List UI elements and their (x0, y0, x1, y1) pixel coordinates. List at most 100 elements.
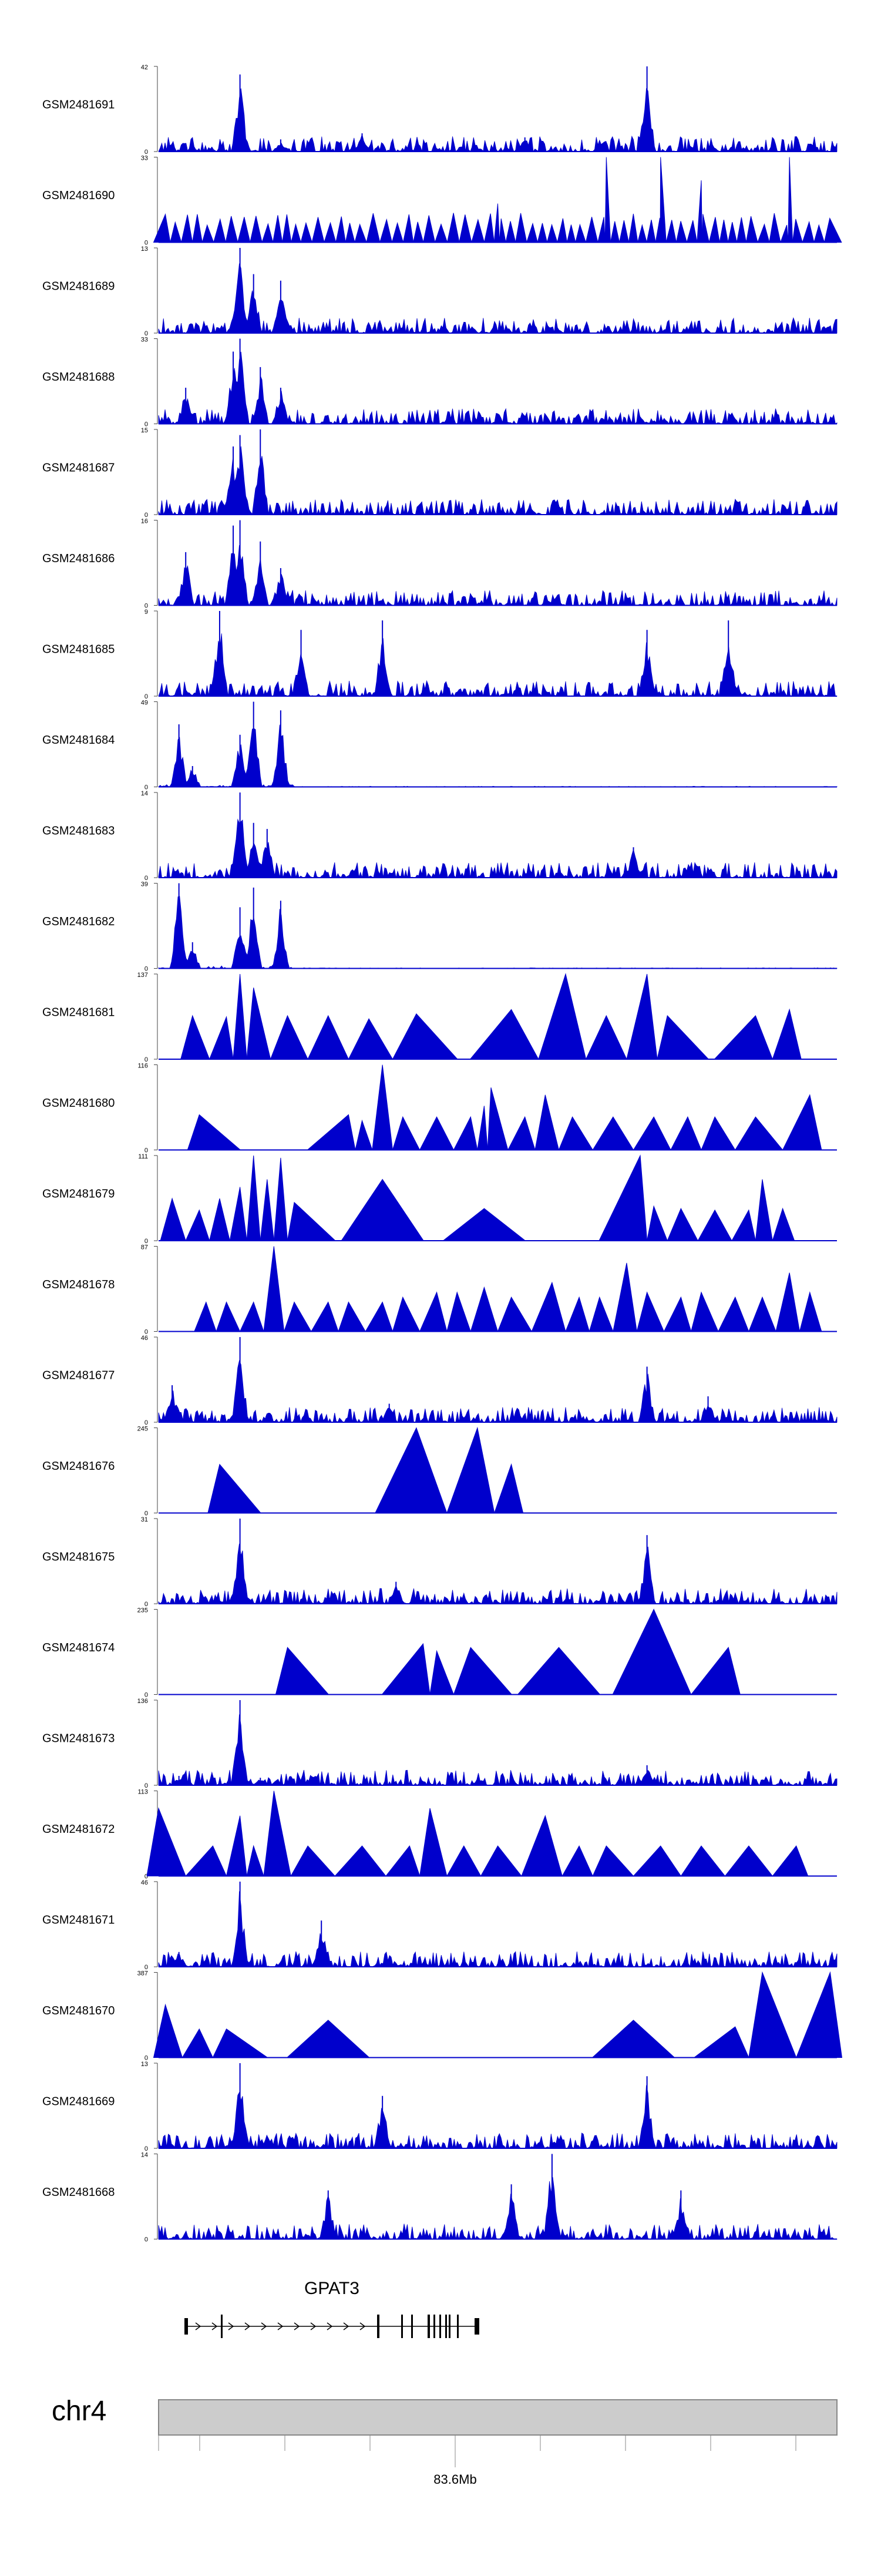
gene-exon-2 (377, 2315, 379, 2338)
y-tick-label-min-gsm2481682: 0 (144, 966, 148, 973)
peak-gsm2481690-48 (655, 217, 661, 243)
peak-gsm2481678-7 (365, 1301, 394, 1332)
peak-gsm2481670-1 (181, 2028, 214, 2058)
peak-gsm2481679-11 (646, 1205, 668, 1241)
track-label-gsm2481681: GSM2481681 (42, 1006, 115, 1019)
peak-gsm2481678-17 (636, 1291, 665, 1332)
gene-exon-0 (184, 2318, 188, 2335)
peak-gsm2481672-16 (724, 1845, 774, 1876)
track-label-gsm2481670: GSM2481670 (42, 2004, 115, 2017)
peak-gsm2481690-16 (335, 216, 346, 243)
track-label-gsm2481678: GSM2481678 (42, 1278, 115, 1291)
y-tick-label-min-gsm2481684: 0 (144, 784, 148, 791)
peak-gsm2481670-4 (591, 2020, 675, 2058)
y-tick-label-min-gsm2481687: 0 (144, 512, 148, 519)
gene-exon-6 (433, 2315, 435, 2338)
signal-gsm2481683 (158, 818, 838, 879)
strand-arrow (277, 2322, 284, 2330)
peak-gsm2481690-30 (493, 203, 500, 243)
peak-gsm2481680-16 (734, 1116, 784, 1150)
peak-gsm2481690-5 (213, 218, 226, 243)
peak-gsm2481670-0 (153, 2003, 183, 2058)
peak-gsm2481690-8 (250, 216, 263, 243)
peak-gsm2481690-46 (637, 224, 647, 243)
track-label-gsm2481675: GSM2481675 (42, 1550, 115, 1563)
peak-gsm2481680-2 (355, 1119, 373, 1150)
y-tick-label-max-gsm2481676: 245 (137, 1426, 148, 1433)
y-tick-label-min-gsm2481671: 0 (144, 1964, 148, 1971)
peak-gsm2481690-0 (153, 213, 171, 243)
track-label-gsm2481673: GSM2481673 (42, 1732, 115, 1745)
y-tick-label-max-gsm2481686: 16 (141, 518, 148, 525)
peak-gsm2481679-16 (772, 1207, 795, 1241)
peak-gsm2481670-2 (212, 2028, 269, 2058)
position-axis-label: 83.6Mb (433, 2472, 476, 2487)
peak-gsm2481681-2 (233, 973, 247, 1060)
peak-gsm2481690-31 (499, 218, 506, 243)
peak-gsm2481690-65 (802, 220, 815, 243)
peak-gsm2481678-12 (497, 1297, 533, 1332)
peak-gsm2481680-11 (558, 1116, 594, 1150)
peak-gsm2481690-27 (459, 214, 472, 243)
y-tick-label-min-gsm2481688: 0 (144, 421, 148, 428)
peak-gsm2481678-1 (216, 1301, 241, 1332)
track-label-gsm2481682: GSM2481682 (42, 915, 115, 928)
peak-gsm2481678-10 (446, 1291, 472, 1332)
peak-gsm2481690-36 (546, 223, 558, 243)
peak-gsm2481679-14 (731, 1209, 756, 1241)
peak-gsm2481678-5 (311, 1301, 339, 1332)
peak-gsm2481672-12 (561, 1845, 593, 1876)
peak-gsm2481690-34 (526, 222, 538, 243)
peak-gsm2481690-9 (261, 223, 274, 243)
y-tick-label-min-gsm2481674: 0 (144, 1692, 148, 1699)
peak-gsm2481690-24 (423, 215, 436, 243)
y-tick-label-max-gsm2481688: 33 (141, 337, 148, 344)
strand-arrow (359, 2322, 366, 2330)
y-tick-label-max-gsm2481680: 116 (137, 1063, 148, 1070)
peak-gsm2481690-26 (446, 213, 460, 243)
peak-gsm2481690-67 (823, 217, 842, 243)
peak-gsm2481681-6 (348, 1018, 394, 1060)
peak-gsm2481678-23 (799, 1291, 822, 1332)
gene-exon-8 (445, 2315, 447, 2338)
strand-arrow (244, 2322, 251, 2330)
track-label-gsm2481687: GSM2481687 (42, 461, 115, 474)
y-tick-label-max-gsm2481675: 31 (141, 1516, 148, 1523)
track-label-gsm2481679: GSM2481679 (42, 1187, 115, 1200)
peak-gsm2481690-33 (515, 213, 527, 243)
y-tick-label-max-gsm2481673: 136 (137, 1698, 148, 1705)
peak-gsm2481690-6 (225, 216, 238, 243)
strand-arrow (261, 2322, 267, 2330)
track-label-gsm2481683: GSM2481683 (42, 824, 115, 837)
peak-gsm2481681-9 (538, 973, 587, 1060)
peak-gsm2481674-4 (517, 1647, 601, 1695)
peak-gsm2481679-4 (246, 1155, 261, 1241)
y-tick-label-max-gsm2481689: 13 (141, 246, 148, 253)
peak-gsm2481672-3 (246, 1845, 264, 1876)
strand-arrow (327, 2322, 333, 2330)
y-tick-label-min-gsm2481677: 0 (144, 1419, 148, 1426)
y-tick-label-min-gsm2481678: 0 (144, 1329, 148, 1336)
gene-exon-5 (428, 2315, 430, 2338)
y-tick-label-min-gsm2481680: 0 (144, 1147, 148, 1154)
peak-gsm2481674-6 (690, 1647, 741, 1695)
signal-gsm2481673 (158, 1714, 838, 1786)
peak-gsm2481678-13 (531, 1281, 566, 1332)
peak-gsm2481680-5 (419, 1116, 455, 1150)
peak-gsm2481678-0 (194, 1301, 217, 1332)
peak-gsm2481679-0 (160, 1197, 186, 1241)
peak-gsm2481680-13 (633, 1116, 671, 1150)
peak-gsm2481679-15 (755, 1179, 773, 1241)
gene-exon-9 (449, 2315, 450, 2338)
gene-exon-10 (457, 2315, 459, 2338)
strand-arrow (228, 2322, 234, 2330)
strand-arrow (294, 2322, 300, 2330)
peak-gsm2481672-15 (680, 1845, 726, 1876)
peak-gsm2481680-0 (187, 1114, 241, 1150)
y-tick-label-min-gsm2481689: 0 (144, 330, 148, 337)
signal-gsm2481686 (158, 545, 838, 606)
chromosome-label: chr4 (52, 2396, 106, 2427)
track-label-gsm2481685: GSM2481685 (42, 643, 115, 656)
y-tick-label-min-gsm2481676: 0 (144, 1510, 148, 1517)
peak-gsm2481690-49 (660, 157, 667, 243)
